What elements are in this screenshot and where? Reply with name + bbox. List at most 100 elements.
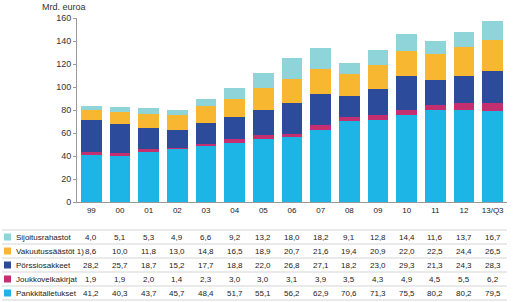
svg-text:22,0: 22,0 [399, 247, 415, 256]
svg-text:03: 03 [202, 206, 211, 215]
svg-text:8,6: 8,6 [85, 247, 97, 256]
svg-text:55,1: 55,1 [255, 289, 271, 298]
svg-text:4,0: 4,0 [85, 233, 97, 242]
svg-text:6,2: 6,2 [487, 275, 499, 284]
svg-text:29,3: 29,3 [399, 261, 415, 270]
svg-text:Pankkitalletukset: Pankkitalletukset [16, 289, 77, 298]
svg-text:3,9: 3,9 [315, 275, 327, 284]
svg-text:1,9: 1,9 [114, 275, 126, 284]
svg-text:00: 00 [116, 206, 125, 215]
svg-text:20,9: 20,9 [370, 247, 386, 256]
svg-text:140: 140 [56, 36, 71, 46]
svg-text:10,0: 10,0 [112, 247, 128, 256]
svg-text:22,0: 22,0 [255, 261, 271, 270]
svg-text:62,9: 62,9 [313, 289, 329, 298]
svg-text:26,8: 26,8 [284, 261, 300, 270]
svg-text:18,0: 18,0 [284, 233, 300, 242]
svg-text:19,4: 19,4 [341, 247, 357, 256]
svg-text:5,5: 5,5 [458, 275, 470, 284]
svg-text:4,9: 4,9 [171, 233, 183, 242]
svg-text:27,1: 27,1 [313, 261, 329, 270]
svg-text:20: 20 [61, 174, 71, 184]
svg-text:4,3: 4,3 [372, 275, 384, 284]
svg-text:79,5: 79,5 [485, 289, 501, 298]
svg-text:05: 05 [259, 206, 268, 215]
svg-text:4,9: 4,9 [401, 275, 413, 284]
svg-text:160: 160 [56, 13, 71, 23]
svg-text:01: 01 [144, 206, 153, 215]
svg-text:18,2: 18,2 [341, 261, 357, 270]
svg-text:80,2: 80,2 [456, 289, 472, 298]
svg-text:16,5: 16,5 [227, 247, 243, 256]
svg-text:18,8: 18,8 [227, 261, 243, 270]
svg-text:16,7: 16,7 [485, 233, 501, 242]
svg-text:28,3: 28,3 [485, 261, 501, 270]
svg-text:100: 100 [56, 82, 71, 92]
svg-text:28,2: 28,2 [83, 261, 99, 270]
svg-text:07: 07 [316, 206, 325, 215]
svg-text:18,2: 18,2 [313, 233, 329, 242]
svg-text:2,3: 2,3 [200, 275, 212, 284]
svg-text:3,1: 3,1 [286, 275, 298, 284]
svg-text:08: 08 [345, 206, 354, 215]
svg-text:15,2: 15,2 [169, 261, 185, 270]
svg-text:3,0: 3,0 [257, 275, 269, 284]
svg-text:70,6: 70,6 [341, 289, 357, 298]
svg-text:1,4: 1,4 [171, 275, 183, 284]
svg-text:6,6: 6,6 [200, 233, 212, 242]
svg-text:21,6: 21,6 [313, 247, 329, 256]
svg-text:Mrd. euroa: Mrd. euroa [42, 2, 86, 12]
svg-text:24,4: 24,4 [456, 247, 472, 256]
svg-text:5,1: 5,1 [114, 233, 126, 242]
svg-text:18,9: 18,9 [255, 247, 271, 256]
svg-text:4,5: 4,5 [429, 275, 441, 284]
svg-text:0: 0 [66, 197, 71, 207]
svg-text:40,3: 40,3 [112, 289, 128, 298]
svg-text:26,5: 26,5 [485, 247, 501, 256]
svg-text:12: 12 [460, 206, 469, 215]
svg-text:10: 10 [402, 206, 411, 215]
svg-text:9,1: 9,1 [343, 233, 355, 242]
svg-text:45,7: 45,7 [169, 289, 185, 298]
svg-text:17,7: 17,7 [198, 261, 214, 270]
svg-text:Vakuutussäästöt 1): Vakuutussäästöt 1) [16, 247, 84, 256]
svg-text:80: 80 [61, 105, 71, 115]
svg-text:48,4: 48,4 [198, 289, 214, 298]
svg-text:14,4: 14,4 [399, 233, 415, 242]
svg-text:56,2: 56,2 [284, 289, 300, 298]
svg-text:24,3: 24,3 [456, 261, 472, 270]
svg-text:13,2: 13,2 [255, 233, 271, 242]
svg-text:14,8: 14,8 [198, 247, 214, 256]
svg-text:71,3: 71,3 [370, 289, 386, 298]
svg-text:Pörssiosakkeet: Pörssiosakkeet [16, 261, 71, 270]
svg-text:23,0: 23,0 [370, 261, 386, 270]
svg-text:9,2: 9,2 [229, 233, 241, 242]
svg-text:3,0: 3,0 [229, 275, 241, 284]
svg-text:09: 09 [374, 206, 383, 215]
svg-text:51,7: 51,7 [227, 289, 243, 298]
svg-text:11,6: 11,6 [427, 233, 443, 242]
svg-text:25,7: 25,7 [112, 261, 128, 270]
svg-text:20,7: 20,7 [284, 247, 300, 256]
svg-text:80,2: 80,2 [427, 289, 443, 298]
svg-text:2,0: 2,0 [143, 275, 155, 284]
svg-text:22,5: 22,5 [427, 247, 443, 256]
svg-text:11: 11 [431, 206, 440, 215]
svg-text:13/Q3: 13/Q3 [482, 206, 504, 215]
svg-text:21,3: 21,3 [427, 261, 443, 270]
svg-text:40: 40 [61, 151, 71, 161]
svg-text:13,7: 13,7 [456, 233, 472, 242]
svg-text:99: 99 [87, 206, 96, 215]
svg-text:41,2: 41,2 [83, 289, 99, 298]
svg-text:3,5: 3,5 [343, 275, 355, 284]
svg-text:18,7: 18,7 [141, 261, 157, 270]
svg-text:60: 60 [61, 128, 71, 138]
svg-text:120: 120 [56, 59, 71, 69]
svg-text:5,3: 5,3 [143, 233, 155, 242]
svg-text:11,8: 11,8 [141, 247, 157, 256]
svg-text:12,8: 12,8 [370, 233, 386, 242]
svg-text:04: 04 [230, 206, 239, 215]
svg-text:1,9: 1,9 [85, 275, 97, 284]
svg-text:13,0: 13,0 [169, 247, 185, 256]
svg-text:75,5: 75,5 [399, 289, 415, 298]
